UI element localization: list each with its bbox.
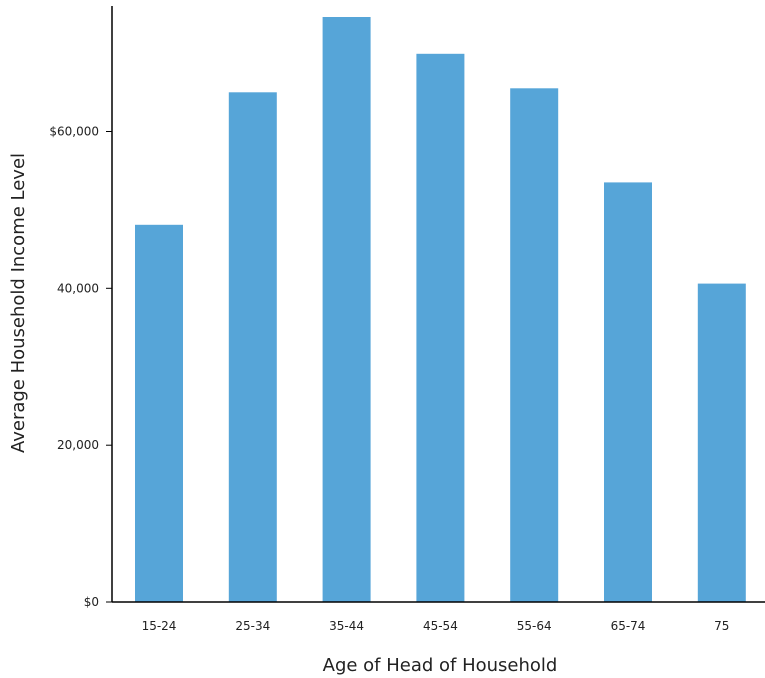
y-axis-ticks: $0 20,000 40,000 $60,000 [49,125,112,609]
x-tick-label: 75 [714,619,729,633]
bars-group [135,17,746,603]
y-tick-label: $0 [84,595,99,609]
bar-45-54 [416,53,465,603]
bar-55-64 [510,88,559,603]
y-axis-title: Average Household Income Level [8,153,29,453]
y-tick-label: $60,000 [49,125,99,139]
x-tick-label: 45-54 [423,619,458,633]
x-axis-title: Age of Head of Household [323,655,558,676]
bar-15-24 [135,224,183,603]
x-axis-ticks: 15-24 25-34 35-44 45-54 55-64 65-74 75 [142,619,730,633]
bar-25-34 [228,92,277,603]
x-tick-label: 55-64 [517,619,552,633]
x-tick-label: 65-74 [611,619,646,633]
y-tick-label: 20,000 [57,438,99,452]
x-tick-label: 25-34 [235,619,270,633]
bar-75 [697,283,746,602]
x-tick-label: 15-24 [142,619,177,633]
x-tick-label: 35-44 [329,619,364,633]
bar-65-74 [604,182,652,602]
y-tick-label: 40,000 [57,281,99,295]
bar-35-44 [322,17,371,602]
